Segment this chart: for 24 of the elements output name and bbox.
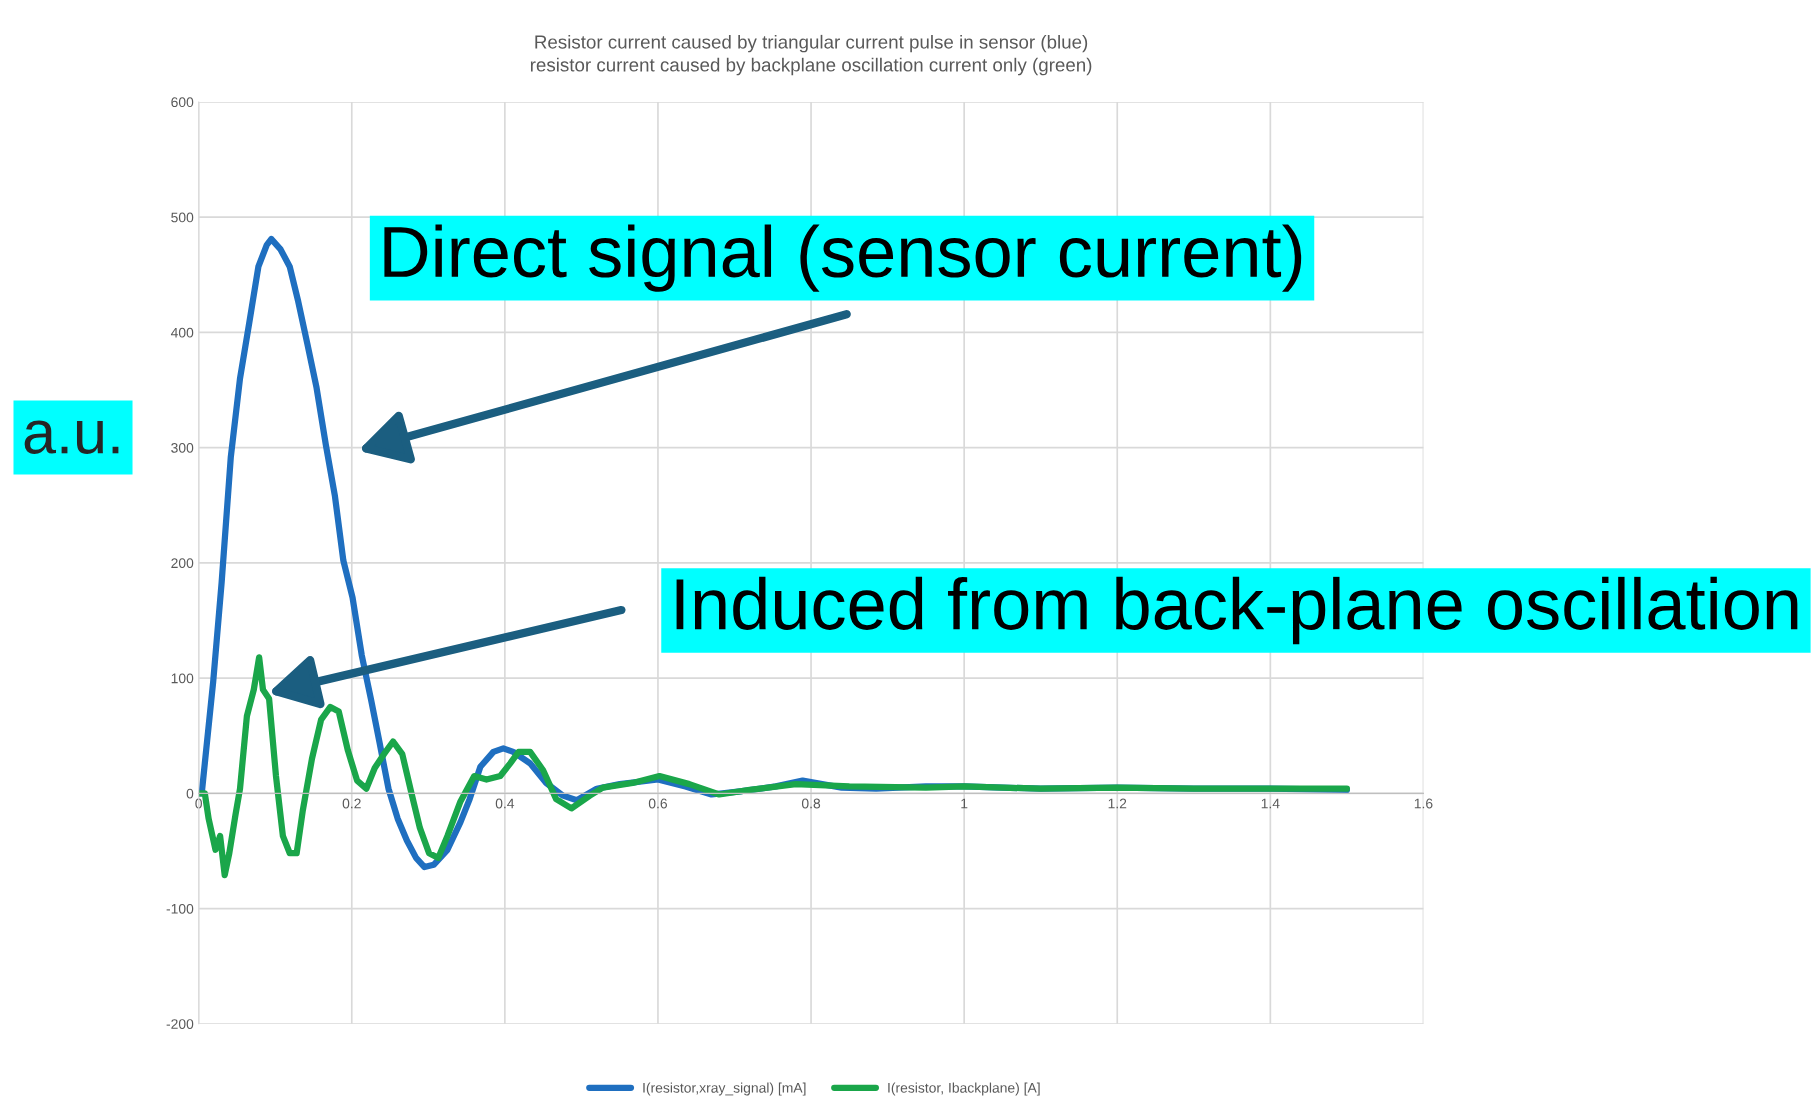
x-tick-label: 1: [961, 798, 968, 809]
legend-label: I(resistor,xray_signal) [mA]: [643, 1082, 806, 1096]
x-tick-label: 0.2: [342, 798, 361, 809]
chart-title: Resistor current caused by triangular current pulse in sensor (blue) resistor current caused by backplane oscillation current only (green): [530, 34, 1092, 76]
legend-label: I(resistor, Ibackplane) [A]: [888, 1082, 1040, 1096]
y-tick-label: 500: [171, 212, 194, 223]
y-tick-label: -200: [166, 1019, 194, 1029]
annotation: Direct signal (sensor current): [384, 224, 1302, 292]
y-tick-label: 100: [171, 673, 194, 684]
x-tick-label: 1.6: [1414, 798, 1433, 809]
y-tick-label: 0: [186, 788, 194, 799]
y-tick-label: 400: [170, 327, 194, 338]
y-tick-label: -100: [166, 903, 194, 914]
x-tick-label: 0.6: [648, 798, 667, 809]
annotation: Induced from back-plane oscillation: [676, 576, 1798, 645]
y-tick-label: 200: [171, 558, 194, 569]
y-axis-title: a.u.: [24, 420, 119, 454]
y-tick-label: 300: [171, 442, 194, 453]
x-tick-label: 0.8: [801, 798, 821, 809]
x-tick-label: 0: [195, 798, 202, 809]
x-tick-label: 0.4: [495, 798, 515, 809]
y-tick-label: 600: [171, 97, 194, 108]
x-tick-label: 1.4: [1261, 798, 1280, 809]
x-tick-label: 1.2: [1108, 798, 1127, 809]
